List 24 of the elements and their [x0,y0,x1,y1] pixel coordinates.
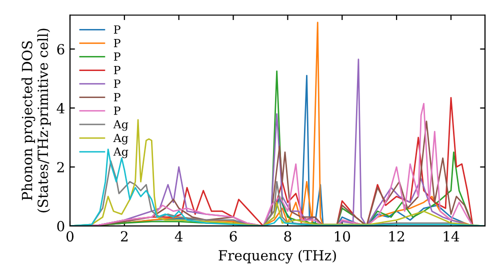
legend-label: P [114,66,120,74]
y-tick-label: 6 [57,44,64,55]
legend-label: P [114,106,120,115]
x-tick-label: 4 [174,231,183,242]
x-tick-label: 0 [66,231,74,242]
y-axis-title: Phonon projected DOS (States/THz·primitive cell) [22,28,51,212]
x-tick-label: 8 [284,231,292,242]
legend-label: Ag [113,120,128,131]
y-tick-label: 4 [56,102,64,114]
x-tick-label: 10 [334,231,350,242]
legend-label: Ag [113,148,128,158]
x-tick-label: 14 [444,231,460,242]
x-axis-title: Frequency (THz) [218,250,336,264]
legend-label: P [114,38,120,48]
legend-label: P [114,25,120,34]
legend-label: Ag [113,134,128,144]
x-tick-label: 2 [120,231,128,242]
legend-label: P [114,80,120,88]
y-tick-label: 2 [57,162,64,172]
legend-label: P [114,93,120,102]
legend-label: P [114,52,120,61]
x-tick-label: 12 [389,231,404,242]
x-tick-label: 6 [230,231,237,242]
y-tick-label: 0 [57,220,64,232]
